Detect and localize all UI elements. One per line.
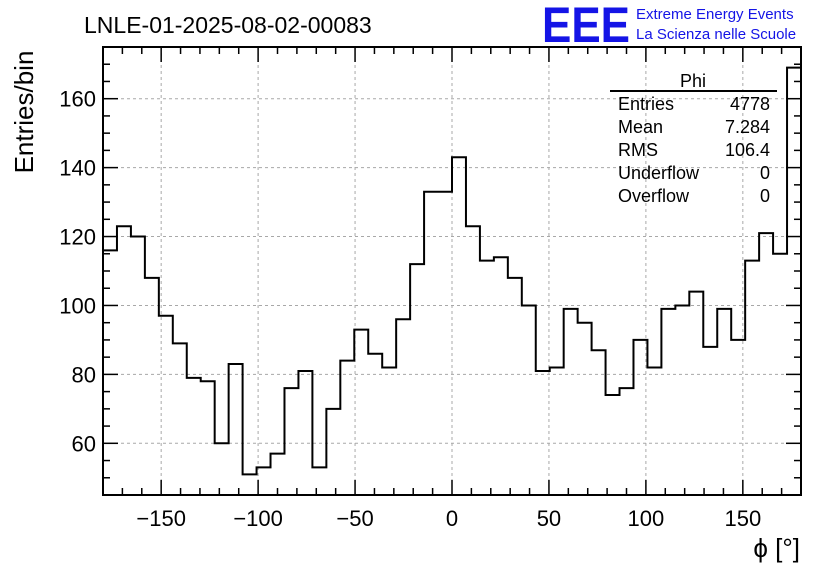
stats-row-value: 7.284 — [725, 117, 770, 137]
stats-row-value: 4778 — [730, 94, 770, 114]
x-tick-label: −150 — [136, 506, 186, 531]
org-name-line1: Extreme Energy Events — [636, 6, 794, 23]
y-tick-label: 60 — [72, 431, 96, 456]
plot-frame — [102, 46, 802, 496]
chart-title: LNLE-01-2025-08-02-00083 — [84, 12, 372, 38]
x-tick-label: 0 — [446, 506, 458, 531]
y-tick-label: 120 — [59, 225, 96, 250]
stats-row-value: 106.4 — [725, 140, 770, 160]
stats-row-value: 0 — [760, 186, 770, 206]
org-name-line2: La Scienza nelle Scuole — [636, 26, 796, 43]
y-tick-label: 140 — [59, 156, 96, 181]
tick-labels: −150 −100 −50 0 50 100 150 60 80 100 120 140 160 — [59, 87, 761, 531]
stats-row-label: RMS — [618, 140, 658, 160]
y-tick-label: 160 — [59, 87, 96, 112]
stats-row-value: 0 — [760, 163, 770, 183]
x-tick-label: −50 — [336, 506, 373, 531]
x-tick-label: −100 — [233, 506, 283, 531]
grid-lines — [103, 47, 801, 495]
stats-row-label: Entries — [618, 94, 674, 114]
stats-box-title: Phi — [680, 71, 706, 91]
x-tick-label: 50 — [537, 506, 561, 531]
histogram-line — [103, 66, 801, 476]
y-axis-label: Entries/bin — [9, 51, 39, 174]
stats-box: Phi Entries 4778 Mean 7.284 RMS 106.4 Underflo… — [610, 71, 777, 206]
eee-logo: EEE — [542, 0, 630, 53]
x-axis-label: ϕ [°] — [753, 533, 800, 563]
stats-rows: Entries 4778 Mean 7.284 RMS 106.4 Underflow 0 Ov… — [618, 94, 770, 206]
x-tick-label: 150 — [724, 506, 761, 531]
x-tick-label: 100 — [628, 506, 665, 531]
stats-row-label: Underflow — [618, 163, 700, 183]
y-tick-label: 100 — [59, 293, 96, 318]
stats-row-label: Overflow — [618, 186, 690, 206]
stats-row-label: Mean — [618, 117, 663, 137]
y-tick-label: 80 — [72, 362, 96, 387]
